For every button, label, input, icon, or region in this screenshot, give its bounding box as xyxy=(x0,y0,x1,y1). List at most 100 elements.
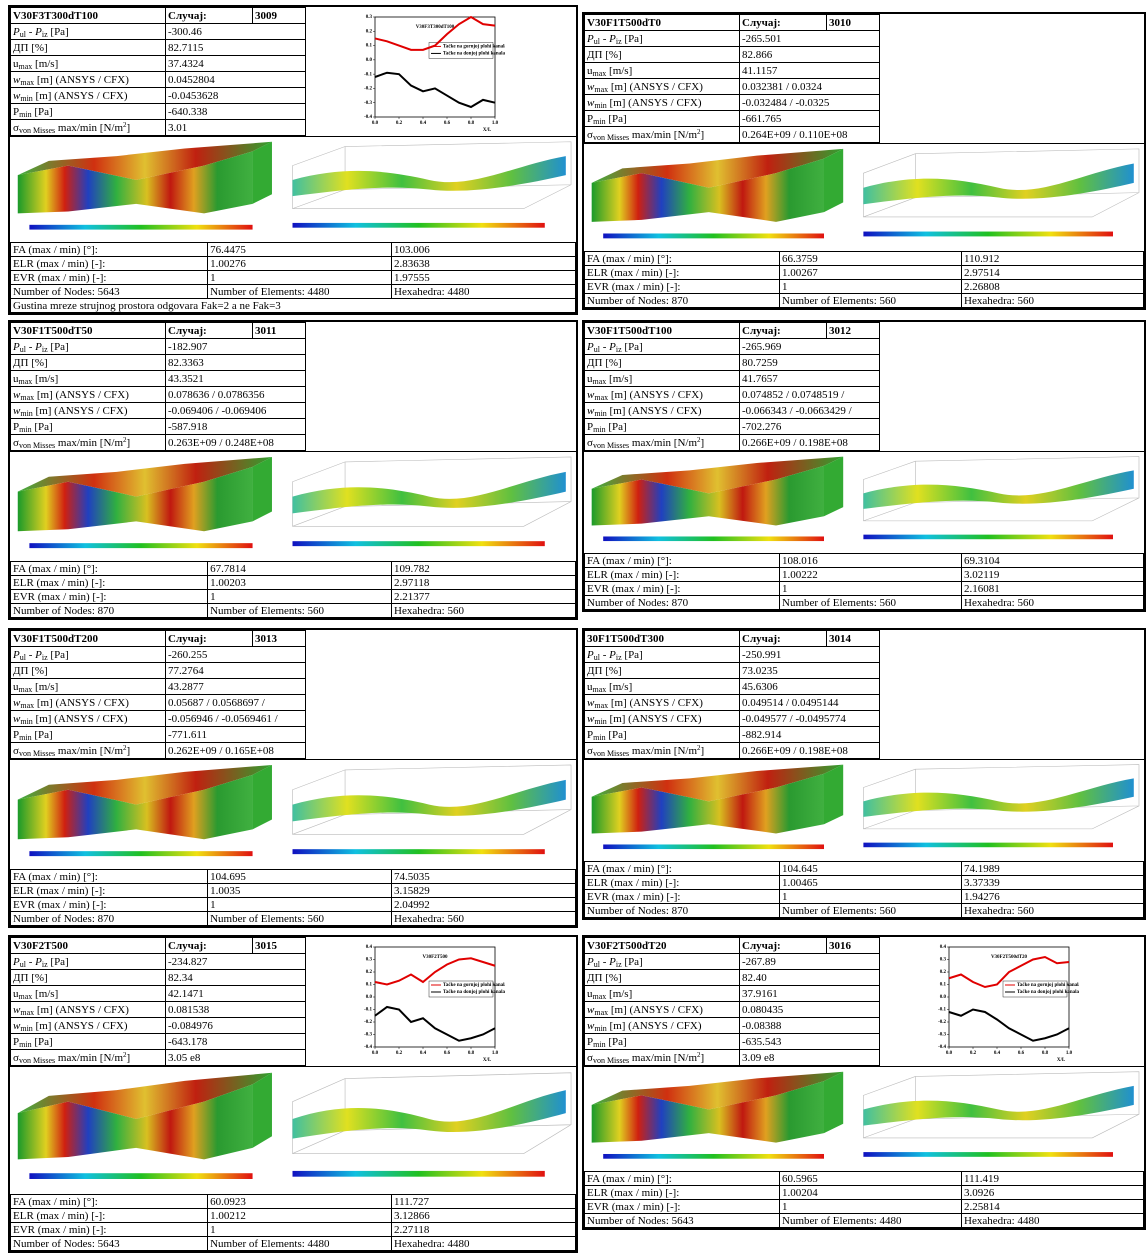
label-part: w xyxy=(13,73,21,86)
parameter-value: -0.066343 / -0.0663429 / xyxy=(739,402,880,419)
parameter-value: -0.056946 / -0.0569461 / xyxy=(165,710,306,727)
label-part: [Pa] xyxy=(47,340,69,353)
case-label: Случај: xyxy=(739,322,827,339)
metric-value: 3.02119 xyxy=(961,567,1144,582)
parameter-value: 0.266E+09 / 0.198E+08 xyxy=(739,742,880,759)
parameter-row: Pmin [Pa] -587.918 xyxy=(10,418,306,435)
channel-shape xyxy=(292,1090,566,1139)
duct-top xyxy=(591,456,844,494)
parameter-table: V30F1T500dT50 Случај: 3011 Pul - Piz [Pa] -1… xyxy=(10,322,306,451)
mesh-info: Hexahedra: 560 xyxy=(961,903,1144,918)
y-tick-label: 0.3 xyxy=(940,958,947,963)
metric-row: EVR (max / min) [-]: 1 2.16081 xyxy=(584,581,1144,596)
label-part: [Pa] xyxy=(31,420,53,433)
chart-title: V30F2T500 xyxy=(423,955,449,960)
label-part: min xyxy=(594,716,607,726)
label-part: u xyxy=(13,57,19,70)
duct-top xyxy=(591,1071,844,1110)
x-tick-label: 0.4 xyxy=(994,1051,1001,1056)
mesh-info: Hexahedra: 4480 xyxy=(961,1213,1144,1228)
parameter-value: 82.866 xyxy=(739,46,880,63)
case-number: 3013 xyxy=(252,630,306,647)
color-bar xyxy=(863,1152,1113,1157)
images xyxy=(584,759,1144,861)
parameter-table: V30F3T300dT100 Случај: 3009 Pul - Piz [Pa] -… xyxy=(10,7,306,136)
parameter-value: 0.078636 / 0.0786356 xyxy=(165,386,306,403)
label-part: max xyxy=(18,376,33,386)
case-panel: V30F2T500 Случај: 3015 Pul - Piz [Pa] -234.8… xyxy=(8,935,578,1253)
y-tick-label: 0.1 xyxy=(366,44,373,49)
label-part: ДП [%] xyxy=(13,41,48,54)
case-label: Случај: xyxy=(739,630,827,647)
label-part: P xyxy=(35,648,42,661)
metric-value: 108.016 xyxy=(779,553,963,568)
label-part: [m] (ANSYS / CFX) xyxy=(608,696,703,709)
images xyxy=(10,1066,576,1194)
parameter-label: σvon Misses max/min [N/m2] xyxy=(584,742,740,759)
label-part: ДП [%] xyxy=(587,356,622,369)
parameter-row: Pul - Piz [Pa] -250.991 xyxy=(584,646,880,663)
y-tick-label: 0.0 xyxy=(940,995,947,1000)
label-part: ДП [%] xyxy=(587,48,622,61)
label-part: max xyxy=(18,991,33,1001)
label-part: iz xyxy=(41,344,48,354)
metric-value: 1 xyxy=(207,897,393,912)
duct-top xyxy=(591,148,844,188)
label-part: [Pa] xyxy=(31,1035,53,1048)
x-axis-label: X/L xyxy=(483,1058,492,1063)
metric-value: 1.94276 xyxy=(961,889,1144,904)
label-part: min xyxy=(20,716,33,726)
note: Gustina mreze strujnog prostora odgovara… xyxy=(10,298,576,313)
header-row: V30F3T300dT100 Случај: 3009 xyxy=(10,7,306,24)
case-panel: V30F1T500dT50 Случај: 3011 Pul - Piz [Pa] -1… xyxy=(8,320,578,620)
images xyxy=(10,451,576,561)
metric-value: 2.04992 xyxy=(391,897,576,912)
case-number: 3010 xyxy=(826,14,880,31)
parameter-row: wmax [m] (ANSYS / CFX) 0.080435 xyxy=(584,1001,880,1018)
metric-row: ELR (max / min) [-]: 1.0035 3.15829 xyxy=(10,883,576,898)
label-part: [m] (ANSYS / CFX) xyxy=(32,89,128,102)
parameter-label: Pmin [Pa] xyxy=(10,726,166,743)
parameter-value: 82.7115 xyxy=(165,39,306,56)
metric-value: 1 xyxy=(207,1222,393,1237)
label-part: w xyxy=(13,1019,21,1032)
mesh-table: FA (max / min) [°]: 108.016 69.3104 ELR (ma… xyxy=(584,553,1144,610)
stress-render xyxy=(17,764,272,857)
duct-front xyxy=(17,151,253,214)
y-tick-label: -0.1 xyxy=(938,1008,946,1013)
header-row: V30F1T500dT200 Случај: 3013 xyxy=(10,630,306,647)
parameter-label: σvon Misses max/min [N/m2] xyxy=(10,119,166,136)
label-part: P xyxy=(13,728,20,741)
parameter-row: ДП [%] 82.34 xyxy=(10,969,306,986)
x-axis-label: X/L xyxy=(483,128,492,133)
label-part: von Misses xyxy=(18,125,56,135)
x-tick-label: 0.0 xyxy=(372,121,379,126)
parameter-label: ДП [%] xyxy=(10,662,166,679)
parameter-value: 43.2877 xyxy=(165,678,306,695)
label-part: ] xyxy=(700,744,705,757)
stress-render xyxy=(17,456,272,549)
parameter-row: ДП [%] 82.866 xyxy=(584,46,880,63)
label-part: iz xyxy=(615,652,622,662)
parameter-label: umax [m/s] xyxy=(584,62,740,79)
label-part: ДП [%] xyxy=(587,971,622,984)
parameter-value: 0.074852 / 0.0748519 / xyxy=(739,386,880,403)
mesh-info: Number of Nodes: 870 xyxy=(584,595,781,610)
header-row: V30F2T500 Случај: 3015 xyxy=(10,937,306,954)
parameter-label: Pul - Piz [Pa] xyxy=(10,953,166,970)
label-part: σ xyxy=(13,744,19,757)
label-part: ul xyxy=(593,959,600,969)
parameter-row: wmax [m] (ANSYS / CFX) 0.0452804 xyxy=(10,71,306,88)
parameter-row: Pmin [Pa] -635.543 xyxy=(584,1033,880,1050)
parameter-value: -182.907 xyxy=(165,338,306,355)
mesh-info: Number of Elements: 4480 xyxy=(207,1236,393,1251)
parameter-row: umax [m/s] 41.7657 xyxy=(584,370,880,387)
parameter-label: Pmin [Pa] xyxy=(584,1033,740,1050)
parameter-label: umax [m/s] xyxy=(10,678,166,695)
legend-label: Tačke na gornjoj plohi kanala xyxy=(443,983,505,988)
label-part: [m/s] xyxy=(32,987,59,1000)
mesh-table: FA (max / min) [°]: 104.645 74.1989 ELR (ma… xyxy=(584,861,1144,918)
parameter-value: 0.080435 xyxy=(739,1001,880,1018)
label-part: iz xyxy=(615,959,622,969)
